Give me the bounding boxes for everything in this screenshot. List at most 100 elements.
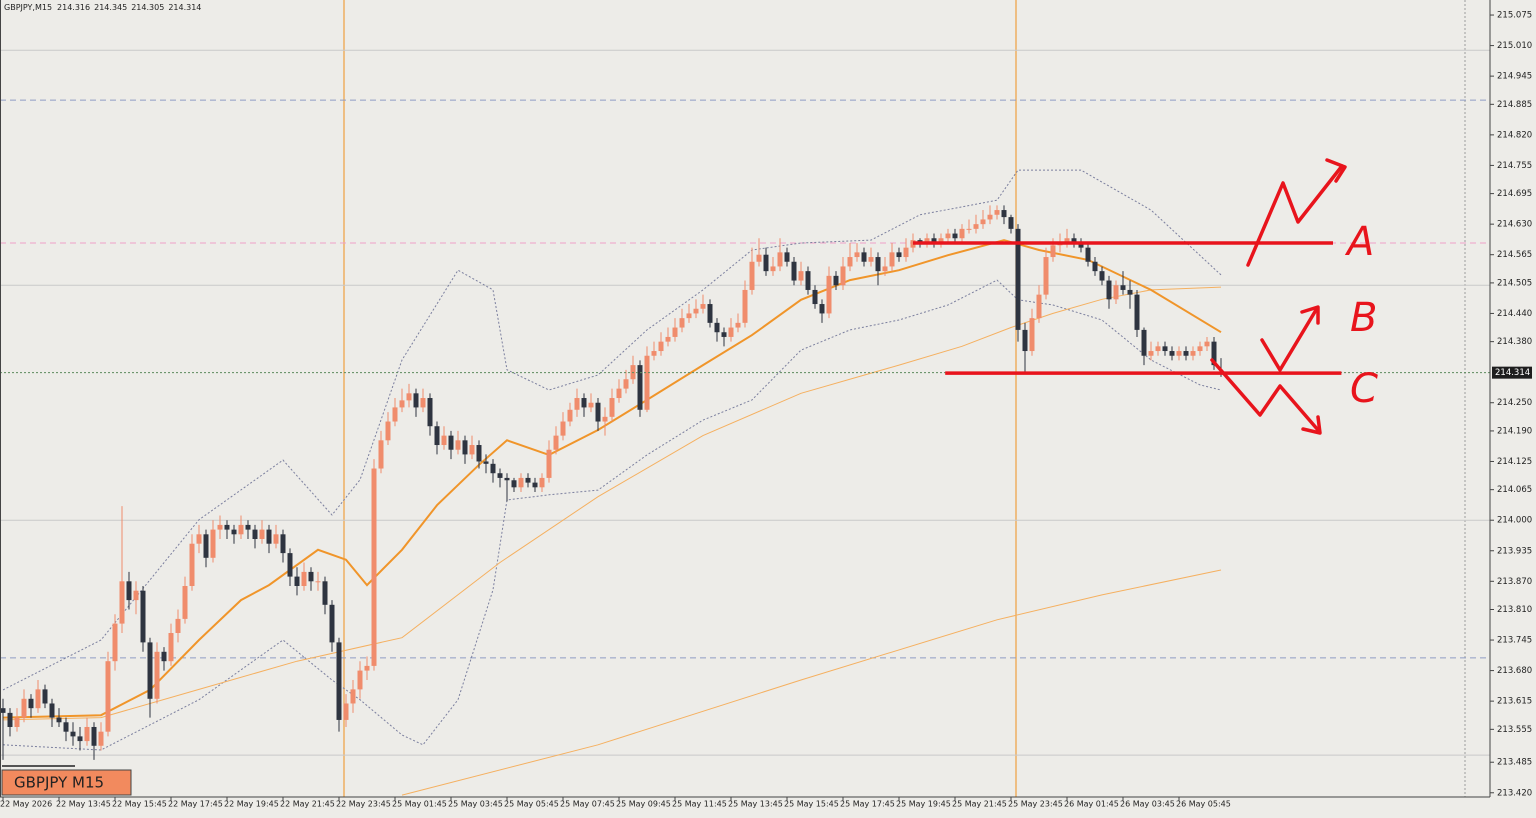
y-tick-label: 214.945: [1497, 72, 1532, 82]
y-tick-label: 213.615: [1497, 697, 1532, 707]
y-tick-label: 214.565: [1497, 250, 1532, 260]
candle-body: [63, 722, 69, 732]
candle-body: [707, 304, 713, 323]
candle-body: [168, 632, 174, 662]
candle-body: [266, 529, 272, 544]
candle-body: [490, 463, 496, 474]
candle-body: [294, 576, 300, 587]
candle-body: [798, 271, 804, 281]
arrow-b-head: [1300, 305, 1320, 325]
candle-body: [609, 398, 615, 417]
y-tick-label: 214.630: [1497, 220, 1532, 230]
candle-body: [1050, 245, 1056, 258]
candle-body: [21, 698, 27, 718]
candle-body: [98, 731, 104, 746]
candle-body: [532, 482, 538, 488]
candle-body: [364, 665, 370, 671]
candle-body: [371, 468, 377, 666]
candle-body: [546, 449, 552, 478]
candle-body: [749, 261, 755, 290]
x-tick-label: 25 May 19:45: [896, 800, 951, 809]
candle-body: [959, 228, 965, 239]
candle-body: [231, 529, 237, 535]
candle-body: [119, 581, 125, 624]
y-tick-label: 213.870: [1497, 577, 1532, 587]
y-tick-label: 213.555: [1497, 725, 1532, 735]
candle-body: [315, 581, 321, 583]
y-tick-label: 214.505: [1497, 278, 1532, 288]
candle-body: [217, 524, 223, 530]
arrow-c-head: [1301, 415, 1322, 435]
x-tick-label: 25 May 05:45: [504, 800, 559, 809]
drawing-layer: [0, 241, 1490, 375]
candle-body: [1141, 329, 1147, 356]
x-tick-label: 25 May 17:45: [840, 800, 895, 809]
x-tick-label: 25 May 01:45: [392, 800, 447, 809]
candle-body: [448, 435, 454, 450]
candle-body: [805, 271, 811, 290]
candle-body: [308, 571, 314, 582]
candle-body: [301, 571, 307, 587]
y-tick-label: 214.250: [1497, 398, 1532, 408]
candle-body: [686, 313, 692, 319]
candle-body: [1211, 341, 1217, 366]
candle-body: [245, 524, 251, 530]
candle-body: [826, 275, 832, 314]
x-tick-label: 25 May 07:45: [560, 800, 615, 809]
y-tick-label: 214.190: [1497, 426, 1532, 436]
arrow-c: [1210, 358, 1320, 432]
candle-body: [259, 529, 265, 540]
candle-body: [1092, 261, 1098, 272]
candle-body: [1008, 217, 1014, 229]
indicator-line: [2, 286, 1222, 721]
candle-body: [133, 590, 139, 601]
candle-body: [567, 409, 573, 422]
candle-body: [1106, 280, 1112, 300]
candle-body: [42, 689, 48, 704]
candle-body: [1015, 228, 1021, 330]
y-tick-label: 214.000: [1497, 516, 1532, 526]
candle-body: [1043, 257, 1049, 295]
candle-body: [483, 461, 489, 464]
candle-body: [560, 421, 566, 436]
candle-body: [1190, 351, 1196, 356]
candle-body: [1064, 238, 1070, 243]
x-tick-label: 25 May 11:45: [672, 800, 727, 809]
candle-body: [854, 252, 860, 258]
candle-body: [931, 238, 937, 243]
candle-body: [350, 689, 356, 704]
candle-body: [1022, 329, 1028, 352]
header-open: 214.316: [57, 3, 90, 12]
candle-body: [777, 252, 783, 267]
candle-body: [14, 717, 20, 727]
candle-body: [742, 289, 748, 323]
candle-body: [602, 416, 608, 422]
x-tick-label: 22 May 13:45: [56, 800, 111, 809]
candle-body: [553, 435, 559, 450]
price-axis-bg: [1490, 0, 1536, 818]
candle-body: [147, 642, 153, 699]
candle-body: [966, 228, 972, 230]
x-tick-label: 22 May 23:45: [336, 800, 391, 809]
candle-body: [189, 543, 195, 587]
candle-body: [700, 304, 706, 309]
current-price-box: [1492, 366, 1532, 379]
candle-body: [1127, 289, 1133, 295]
x-tick-label: 25 May 03:45: [448, 800, 503, 809]
x-tick-label: 22 May 21:45: [280, 800, 335, 809]
candle-body: [252, 529, 258, 540]
candle-body: [945, 233, 951, 239]
arrow-a-head: [1325, 158, 1347, 183]
annotation-letter: A: [1344, 219, 1374, 265]
x-tick-label: 25 May 13:45: [728, 800, 783, 809]
candle-body: [994, 210, 1000, 215]
candle-body: [882, 266, 888, 272]
candle-body: [714, 322, 720, 333]
y-tick-label: 214.125: [1497, 457, 1532, 467]
y-tick-label: 213.680: [1497, 666, 1532, 676]
candle-body: [840, 266, 846, 286]
